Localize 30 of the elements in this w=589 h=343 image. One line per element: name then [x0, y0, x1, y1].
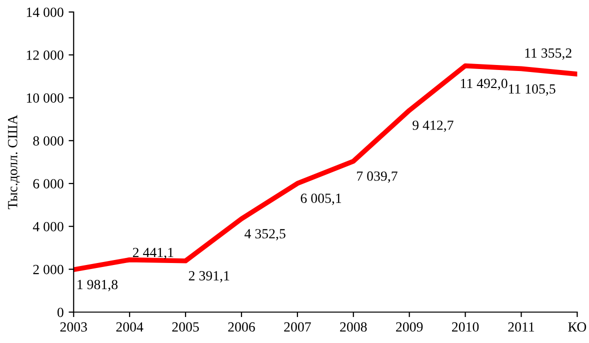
- data-label: 11 355,2: [525, 48, 572, 60]
- data-label: 2 391,1: [188, 271, 230, 282]
- x-tick-label: 2010: [452, 322, 479, 332]
- x-tick-label: 2004: [116, 322, 144, 332]
- y-tick-label: 6 000: [33, 179, 64, 188]
- data-label: 11 492,0: [460, 78, 508, 90]
- y-tick-label: 8 000: [33, 136, 64, 146]
- x-tick-label: 2009: [396, 322, 423, 332]
- y-tick-label: 4 000: [32, 222, 64, 232]
- x-tick-label: 2007: [284, 322, 311, 332]
- x-tick-label: 2005: [172, 322, 199, 332]
- line-series: [74, 63, 578, 272]
- y-tick-label: 2 000: [33, 264, 64, 274]
- data-label: 11 105,5: [508, 84, 556, 96]
- data-label: 6 005,1: [300, 194, 342, 205]
- x-tick-label: 2006: [228, 322, 255, 332]
- x-tick-label: 2011: [508, 322, 534, 332]
- x-tick-label: 2008: [340, 322, 367, 332]
- x-tick-label: 2003: [60, 322, 87, 332]
- x-tick-label: КО: [568, 322, 586, 332]
- y-tick-label: 12 000: [26, 50, 64, 60]
- y-tick-label: 14 000: [26, 8, 64, 17]
- data-label: 1 981,8: [78, 280, 118, 292]
- data-label: 7 039,7: [357, 171, 398, 183]
- data-label: 4 352,5: [244, 229, 286, 240]
- data-label: 2 441,1: [132, 248, 174, 260]
- y-tick-label: 0: [57, 308, 64, 318]
- data-label: 9 412,7: [412, 120, 454, 132]
- y-axis-title: Тыс.долл. США: [8, 114, 20, 210]
- y-tick-label: 10 000: [26, 93, 64, 103]
